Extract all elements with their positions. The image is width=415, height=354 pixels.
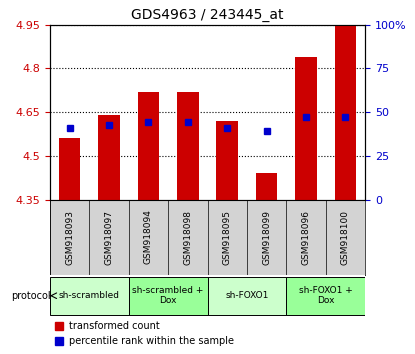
Text: sh-scrambled +
Dox: sh-scrambled + Dox: [132, 286, 204, 306]
Bar: [295, 57, 317, 200]
Bar: [98, 115, 120, 200]
Bar: [216, 121, 238, 200]
Text: protocol: protocol: [11, 291, 51, 301]
FancyBboxPatch shape: [50, 276, 129, 315]
Title: GDS4963 / 243445_at: GDS4963 / 243445_at: [131, 8, 284, 22]
FancyBboxPatch shape: [129, 276, 208, 315]
Bar: [334, 25, 356, 200]
Bar: [59, 138, 81, 200]
Bar: [256, 173, 278, 200]
FancyBboxPatch shape: [208, 276, 286, 315]
Text: GSM918093: GSM918093: [65, 210, 74, 264]
Text: GSM918095: GSM918095: [223, 210, 232, 264]
Text: sh-FOXO1 +
Dox: sh-FOXO1 + Dox: [299, 286, 353, 306]
FancyBboxPatch shape: [286, 276, 365, 315]
Text: GSM918099: GSM918099: [262, 210, 271, 264]
Text: GSM918100: GSM918100: [341, 210, 350, 264]
Bar: [137, 92, 159, 200]
Text: GSM918097: GSM918097: [105, 210, 113, 264]
Text: sh-FOXO1: sh-FOXO1: [225, 291, 269, 300]
Text: percentile rank within the sample: percentile rank within the sample: [69, 336, 234, 346]
Text: GSM918098: GSM918098: [183, 210, 192, 264]
Bar: [177, 92, 199, 200]
Text: sh-scrambled: sh-scrambled: [59, 291, 120, 300]
Text: transformed count: transformed count: [69, 321, 159, 331]
Text: GSM918096: GSM918096: [302, 210, 310, 264]
Text: GSM918094: GSM918094: [144, 210, 153, 264]
